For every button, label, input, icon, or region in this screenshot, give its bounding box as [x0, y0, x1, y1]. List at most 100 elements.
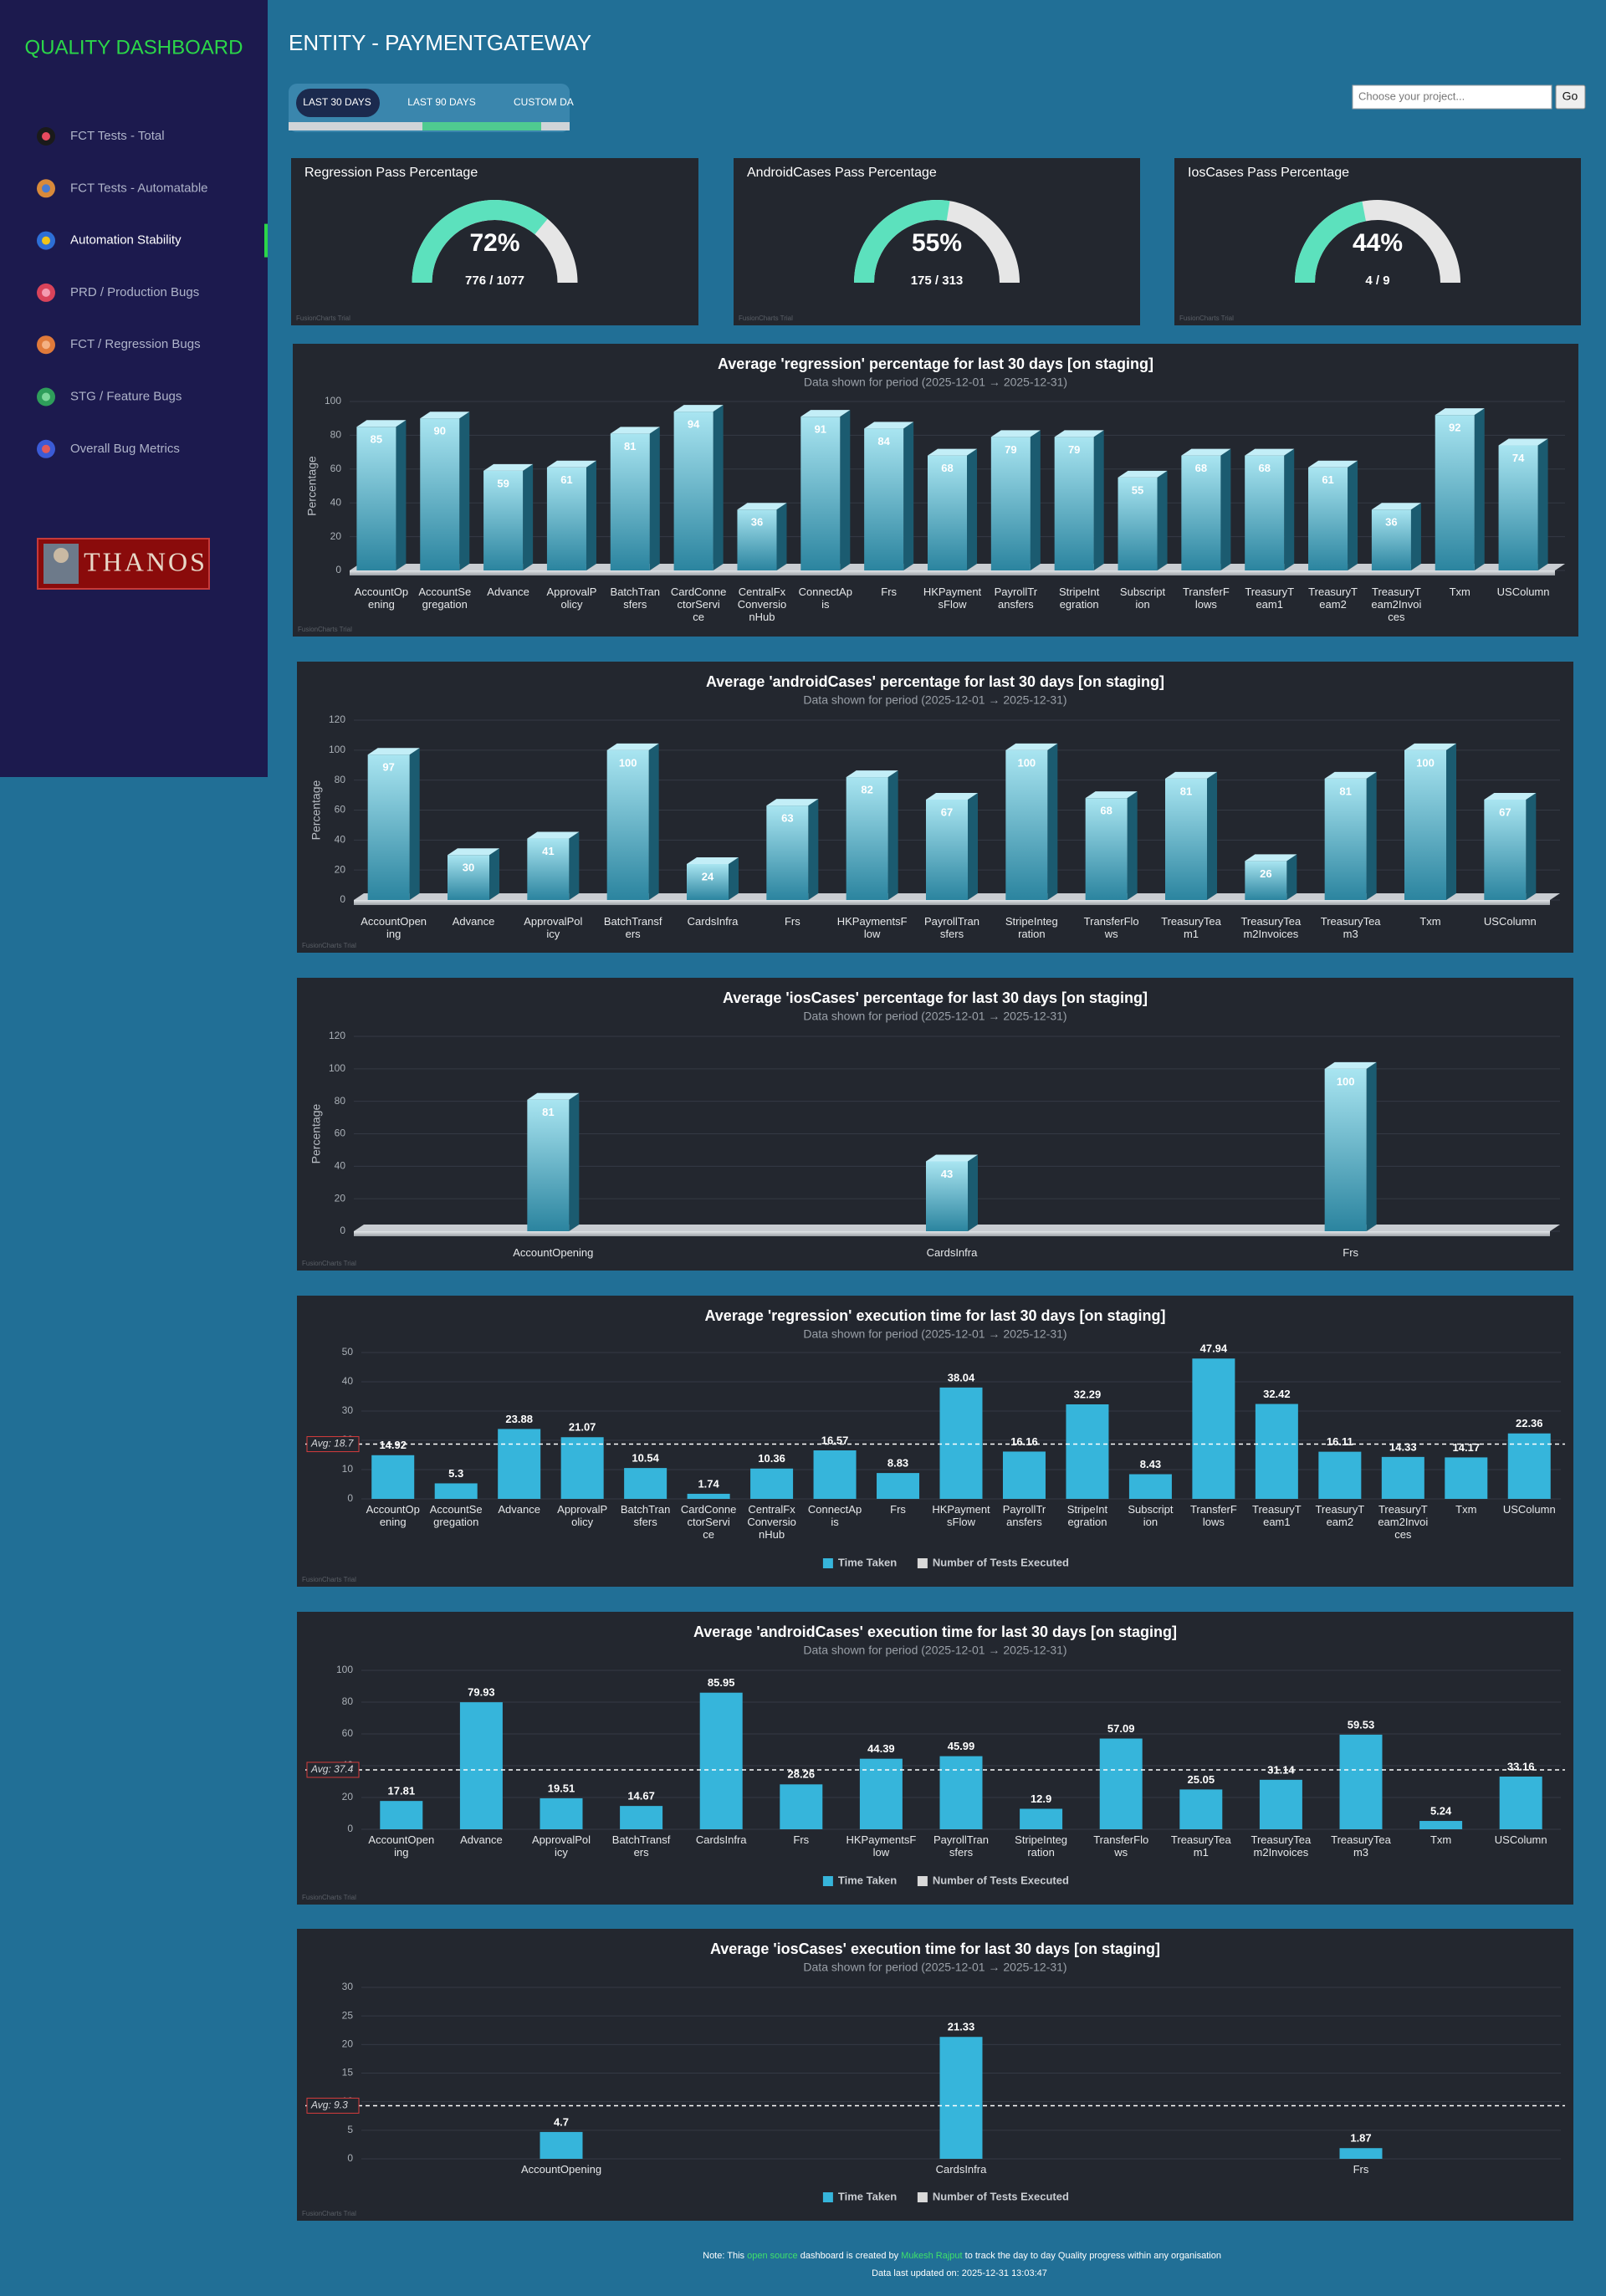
bar: [687, 1493, 730, 1499]
y-axis-title: Percentage: [309, 1103, 323, 1163]
value-label: 28.26: [788, 1768, 816, 1781]
legend-label[interactable]: Time Taken: [838, 2190, 897, 2202]
menu-item[interactable]: FCT Tests - Automatable: [70, 181, 208, 195]
bar-side: [840, 410, 851, 570]
x-tick-label: AccountOpening: [521, 2163, 601, 2176]
chart-title: Average 'iosCases' percentage for last 3…: [723, 989, 1148, 1006]
value-label: 21.07: [569, 1421, 596, 1434]
menu-item[interactable]: Overall Bug Metrics: [70, 442, 180, 456]
bar: [606, 749, 649, 900]
y-tick-label: 0: [335, 564, 341, 575]
legend-label[interactable]: Number of Tests Executed: [933, 2190, 1069, 2202]
tab[interactable]: CUSTOM DA: [514, 96, 574, 108]
x-tick-label: USColumn: [1484, 915, 1537, 928]
bar-top: [527, 831, 580, 839]
bar: [1002, 1451, 1046, 1499]
bar: [1339, 2148, 1383, 2159]
bar: [1259, 1779, 1302, 1829]
bar-side: [1207, 771, 1217, 900]
value-label: 61: [560, 473, 572, 486]
chart-title: Average 'androidCases' execution time fo…: [693, 1624, 1177, 1640]
bar: [1324, 778, 1367, 900]
footer-link[interactable]: Mukesh Rajput: [901, 2251, 962, 2261]
bar-top: [527, 1092, 580, 1100]
menu-item[interactable]: FCT / Regression Bugs: [70, 337, 201, 351]
logo[interactable]: THANOS: [37, 538, 210, 590]
x-tick-label: Txm: [1419, 915, 1440, 928]
x-tick-label: Txm: [1450, 586, 1470, 598]
bar: [1308, 467, 1348, 570]
bar: [1419, 1821, 1463, 1829]
chart-subtitle: Data shown for period (2025-12-01 → 2025…: [803, 693, 1066, 707]
average-label: Avg: 37.4: [310, 1763, 354, 1775]
y-tick-label: 0: [340, 1225, 345, 1236]
legend-label[interactable]: Time Taken: [838, 1874, 897, 1886]
average-label: Avg: 18.7: [310, 1438, 355, 1450]
chart-subtitle: Data shown for period (2025-12-01 → 2025…: [803, 1644, 1066, 1657]
y-tick-label: 20: [342, 2038, 354, 2050]
value-label: 68: [941, 462, 953, 474]
chart-title: Average 'regression' execution time for …: [704, 1307, 1165, 1324]
value-label: 25.05: [1188, 1773, 1215, 1786]
bar: [927, 455, 968, 570]
bar: [1404, 749, 1446, 900]
bar: [750, 1468, 794, 1499]
value-label: 61: [1322, 473, 1333, 486]
value-label: 84: [877, 435, 890, 447]
y-tick-label: 0: [347, 1492, 353, 1504]
value-label: 23.88: [505, 1413, 533, 1425]
value-label: 100: [1337, 1075, 1355, 1087]
bar-side: [776, 503, 787, 570]
average-label-box: [306, 1762, 360, 1778]
watermark: FusionCharts Trial: [296, 314, 350, 322]
bar-side: [586, 460, 596, 570]
y-tick-label: 80: [335, 774, 346, 785]
bar-top: [1181, 448, 1231, 456]
y-tick-label: 120: [329, 1030, 345, 1041]
bar-top: [1308, 460, 1358, 468]
value-label: 68: [1195, 462, 1207, 474]
value-label: 92: [1449, 422, 1460, 434]
legend-label[interactable]: Time Taken: [838, 1556, 897, 1568]
legend-label[interactable]: Number of Tests Executed: [933, 1556, 1069, 1568]
menu-item[interactable]: FCT Tests - Total: [70, 129, 165, 143]
value-label: 26: [1260, 867, 1271, 880]
menu-icon-inner: [42, 444, 50, 453]
y-tick-label: 80: [330, 429, 342, 441]
bar-top: [766, 799, 819, 806]
tab[interactable]: LAST 30 DAYS: [303, 96, 371, 108]
value-label: 67: [941, 805, 953, 818]
tab[interactable]: LAST 90 DAYS: [407, 96, 476, 108]
bar: [699, 1692, 743, 1829]
y-tick-label: 25: [342, 2009, 354, 2021]
value-label: 30: [463, 862, 474, 874]
y-tick-label: 0: [347, 1823, 353, 1834]
watermark: FusionCharts Trial: [302, 942, 356, 949]
menu-item[interactable]: STG / Feature Bugs: [70, 389, 182, 403]
menu-item[interactable]: Automation Stability: [70, 233, 182, 248]
legend-label[interactable]: Number of Tests Executed: [933, 1874, 1069, 1886]
bar-top: [420, 412, 470, 419]
bar-top: [1371, 503, 1421, 510]
x-tick-label: Frs: [890, 1503, 906, 1516]
value-label: 4.7: [554, 2115, 569, 2128]
value-label: 14.33: [1389, 1440, 1417, 1453]
go-button[interactable]: [1555, 84, 1586, 110]
footer-link[interactable]: open source: [747, 2251, 798, 2261]
value-label: 91: [815, 423, 826, 436]
gauge-value: [854, 199, 950, 283]
project-input[interactable]: [1352, 84, 1552, 110]
chart-subtitle: Data shown for period (2025-12-01 → 2025…: [803, 1010, 1066, 1023]
bar: [1118, 477, 1158, 570]
bar: [926, 799, 968, 900]
menu-item[interactable]: PRD / Production Bugs: [70, 285, 199, 299]
bar-top: [673, 405, 724, 412]
value-label: 10.54: [632, 1452, 659, 1465]
x-tick-label: TreasuryT eam2: [1308, 586, 1358, 611]
